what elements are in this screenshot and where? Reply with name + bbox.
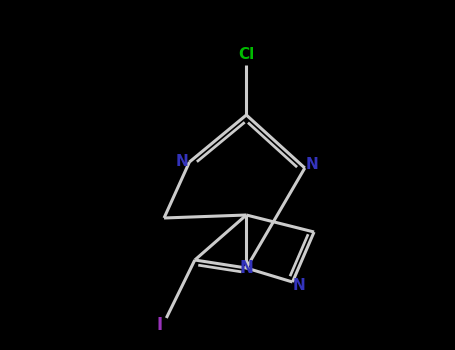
Text: N: N: [305, 157, 318, 172]
Text: N: N: [176, 154, 189, 169]
Text: N: N: [239, 259, 253, 277]
Text: N: N: [293, 278, 306, 293]
Text: I: I: [156, 316, 162, 334]
Text: Cl: Cl: [238, 47, 254, 62]
